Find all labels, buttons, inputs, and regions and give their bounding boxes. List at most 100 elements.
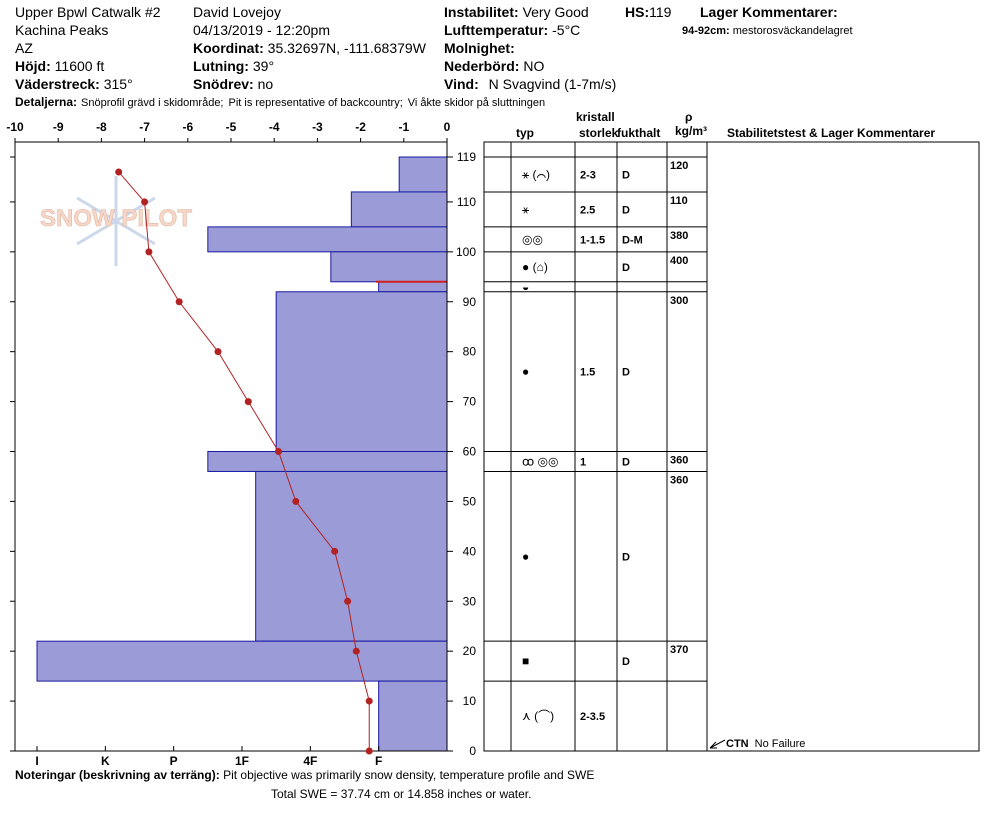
layer-comment: 94-92cm: mestorosväckandelagret (682, 25, 853, 37)
temperature-point (214, 348, 222, 356)
density: 360 (670, 474, 688, 486)
elevation: Höjd: 11600 ft (15, 58, 104, 74)
temperature-point (365, 747, 373, 755)
grain-type: ◒ (522, 280, 529, 294)
column-header: ρ (685, 110, 692, 124)
density: 300 (670, 295, 688, 307)
header: Upper Bpwl Catwalk #2 Kachina Peaks AZ H… (15, 4, 853, 109)
air-temp: Lufttemperatur: -5°C (444, 22, 580, 38)
hardness-bar (378, 680, 448, 752)
hardness-tick-label: 4F (303, 754, 317, 768)
grain-size: 1-1.5 (580, 234, 605, 246)
temperature-point (365, 697, 373, 705)
y-tick-label: 10 (463, 694, 477, 708)
hardness-tick-label: 1F (235, 754, 249, 768)
details: Detaljerna: Snöprofil grävd i skidområde;… (15, 95, 545, 109)
grain-type: ● (522, 365, 529, 379)
layer-table: kristall typ storlek fukthalt ρ kg/m³ St… (483, 110, 980, 752)
y-tick-label: 100 (456, 245, 476, 259)
temperature-point (275, 448, 283, 456)
grain-type: ● (522, 549, 529, 563)
x-tick-label: -8 (96, 120, 107, 134)
moisture: D (622, 551, 630, 563)
grain-size: 2-3.5 (580, 711, 605, 723)
location: Upper Bpwl Catwalk #2 (15, 4, 161, 20)
moisture: D (622, 656, 630, 668)
date: 04/13/2019 - 12:20pm (193, 22, 330, 38)
temperature-point (244, 398, 252, 406)
test-arrow (709, 739, 726, 749)
hardness-bar (275, 291, 448, 453)
location: AZ (15, 40, 33, 56)
hardness-tick-label: K (101, 754, 110, 768)
observer: David Lovejoy (193, 4, 281, 20)
y-tick-label: 30 (463, 594, 477, 608)
stability-test: CTN No Failure (726, 738, 805, 750)
temperature-point (145, 248, 153, 256)
layer-comments-title: Lager Kommentarer: (700, 4, 838, 20)
grain-type: ⚹ (522, 202, 529, 216)
grain-type: ◎◎ (522, 232, 543, 246)
hardness-tick-label: I (35, 754, 38, 768)
y-tick-label: 20 (463, 644, 477, 658)
moisture: D (622, 169, 630, 181)
density: 360 (670, 455, 688, 467)
density: 380 (670, 230, 688, 242)
x-tick-label: -10 (6, 120, 24, 134)
y-tick-label: 0 (469, 744, 476, 758)
temperature-point (292, 497, 300, 505)
aspect: Väderstreck: 315° (15, 76, 133, 92)
moisture: D (622, 204, 630, 216)
column-header: fukthalt (617, 126, 660, 140)
y-tick-label: 119 (457, 150, 476, 164)
x-tick-label: -6 (182, 120, 193, 134)
y-tick-label: 80 (463, 345, 477, 359)
hardness-bar (36, 640, 448, 682)
x-tick-label: -4 (269, 120, 280, 134)
hardness-bar (350, 191, 448, 228)
grain-type: ● (⌂) (522, 260, 548, 274)
moisture: D (622, 262, 630, 274)
y-tick-label: 60 (463, 445, 477, 459)
temperature-point (331, 547, 339, 555)
grain-type: ⋏ (⌒) (522, 709, 554, 723)
temperature-point (115, 168, 123, 176)
temperature-point (352, 647, 360, 655)
hardness-bar (255, 470, 448, 642)
column-header: Stabilitetstest & Lager Kommentarer (727, 126, 935, 140)
x-tick-label: -3 (312, 120, 323, 134)
hardness-bar (207, 451, 448, 472)
x-tick-label: -7 (139, 120, 150, 134)
x-tick-label: -2 (355, 120, 366, 134)
hardness-bar (207, 226, 448, 253)
notes: Noteringar (beskrivning av terräng): Pit… (15, 768, 594, 801)
grain-type: ■ (522, 654, 529, 668)
y-tick-label: 40 (463, 544, 477, 558)
grain-size: 1.5 (580, 367, 595, 379)
hardness-bar (330, 251, 448, 283)
column-header: kg/m³ (675, 124, 707, 138)
x-tick-label: -9 (53, 120, 64, 134)
temperature-point (175, 298, 183, 306)
hs: HS:119 (625, 4, 672, 20)
grain-size: 2-3 (580, 169, 596, 181)
location: Kachina Peaks (15, 22, 108, 38)
coordinates: Koordinat: 35.32697N, -111.68379W (193, 40, 427, 56)
y-tick-label: 50 (463, 494, 477, 508)
density: 370 (670, 644, 688, 656)
grain-size: 1 (580, 456, 586, 468)
grain-type: ꝏ ◎◎ (522, 454, 559, 468)
sky: Molnighet: (444, 40, 515, 56)
wind-loading: Snödrev: no (193, 76, 273, 92)
column-header: typ (516, 126, 534, 140)
density: 120 (670, 160, 688, 172)
y-tick-label: 90 (463, 295, 477, 309)
snowflake (76, 176, 156, 266)
swe: Total SWE = 37.74 cm or 14.858 inches or… (271, 787, 531, 801)
hardness-tick-label: F (375, 754, 382, 768)
moisture: D (622, 367, 630, 379)
density: 400 (670, 255, 688, 267)
logo-text: SNOW PILOT (40, 205, 192, 232)
wind: Vind: N Svagvind (1-7m/s) (444, 76, 616, 92)
